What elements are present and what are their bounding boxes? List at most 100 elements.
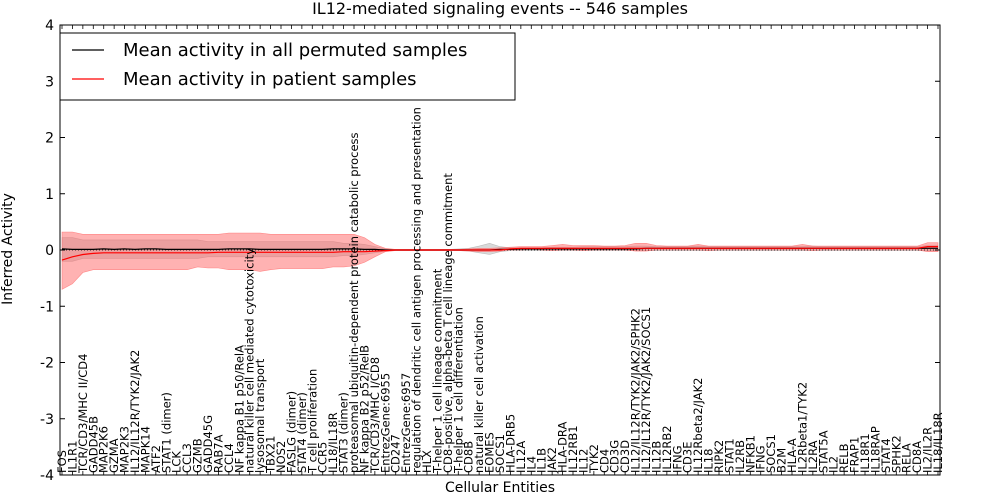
x-tick-label: FOS	[55, 450, 69, 473]
x-tick-label: HLX	[420, 450, 434, 473]
series-layer	[61, 246, 938, 261]
x-tick-label: CD8-positive, alpha-beta T cell lineage …	[441, 173, 455, 473]
x-tick-label: GADD45B	[86, 416, 100, 473]
x-tick-label: GADD45G	[201, 415, 215, 473]
x-tick-label: IL2RA	[806, 440, 820, 473]
x-tick-label: IL1B	[535, 448, 549, 473]
x-tick-label: CD8B	[462, 441, 476, 473]
x-tick-label: STAT1	[722, 438, 736, 473]
x-tick-label: JAK2	[545, 447, 559, 474]
x-tick-label: IL1R1	[65, 441, 79, 473]
x-tick-label: RELA	[900, 443, 914, 473]
x-tick-label: FASLG (dimer)	[284, 391, 298, 473]
x-tick-label: RELB	[837, 443, 851, 473]
x-tick-label: EntrezGene:6955	[378, 373, 392, 473]
x-tick-label: MAP2K6	[97, 426, 111, 473]
x-tick-label: IL2RB	[733, 440, 747, 473]
x-tick-label: RIPK2	[712, 440, 726, 473]
y-tick-label: -4	[40, 468, 54, 484]
x-tick-label: TCR/CD3/MHC II/CD4	[76, 354, 90, 474]
spread-band-1	[61, 231, 939, 290]
x-tick-label: IL18/IL18R	[931, 412, 945, 473]
x-tick-label: HLA-A	[785, 438, 799, 473]
x-tick-label: regulation of dendritic cell antigen pro…	[410, 107, 424, 473]
x-tick-label: STAT1 (dimer)	[159, 392, 173, 473]
y-tick-label: 4	[45, 18, 54, 34]
x-tick-label: GZMA	[107, 438, 121, 473]
x-tick-label: IL18/IL18R	[326, 412, 340, 473]
x-tick-label: T-helper 1 cell lineage commitment	[430, 268, 444, 474]
x-tick-label: TBX21	[264, 436, 278, 474]
x-tick-label: CD3E	[681, 442, 695, 473]
x-tick-label: IL18RAP	[868, 426, 882, 473]
legend-label-patient: Mean activity in patient samples	[123, 69, 417, 90]
x-tick-label: IL12/IL12R/TYK2/JAK2	[128, 350, 142, 473]
x-tick-label: GZMB	[191, 438, 205, 473]
x-tick-label: IL12RB1	[566, 425, 580, 473]
x-tick-label: EOMES	[483, 432, 497, 473]
x-tick-label: STAT4	[879, 438, 893, 473]
x-tick-label: natural killer cell mediated cytotoxicit…	[243, 248, 257, 473]
x-tick-label: TCR/CD3/MHC I/CD8	[368, 357, 382, 474]
x-tick-label: IL12	[576, 449, 590, 473]
x-tick-label: IFNG	[670, 445, 684, 473]
x-tick-label: B2M	[775, 448, 789, 473]
x-tick-label: EntrezGene:6957	[399, 373, 413, 473]
x-tick-label: IL2Rbeta1/TYK2	[795, 382, 809, 473]
x-tick-label: proteasomal ubiquitin-dependent protein …	[347, 132, 361, 473]
x-tick-label: SOCS1	[764, 434, 778, 473]
x-tick-label: IL2	[827, 456, 841, 473]
legend: Mean activity in all permuted samples Me…	[59, 32, 516, 101]
x-tick-label: CD8A	[910, 441, 924, 473]
x-tick-label: MAPK14	[138, 426, 152, 473]
x-tick-label: STAT5A	[816, 430, 830, 473]
x-tick-label: CCL3	[180, 443, 194, 473]
x-tick-label: NF kappa B1 p50/RelA	[232, 345, 246, 473]
x-tick-label: RAB7A	[211, 434, 225, 473]
bands-layer	[61, 231, 939, 290]
x-tick-label: IL18R1	[858, 433, 872, 473]
legend-label-permuted: Mean activity in all permuted samples	[123, 40, 467, 61]
y-tick-label: -3	[40, 412, 54, 428]
x-tick-label: HLA-DRB5	[503, 414, 517, 473]
x-tick-label: TYK2	[587, 444, 601, 474]
x-tick-label: NFKB1	[743, 435, 757, 473]
chart-title: IL12-mediated signaling events -- 546 sa…	[312, 0, 688, 18]
x-tick-label: natural killer cell activation	[472, 316, 486, 473]
y-tick-label: 1	[45, 187, 54, 203]
x-tick-label: lysosomal transport	[253, 358, 267, 473]
x-tick-label: IL12/IL12R/TYK2/JAK2/SPHK2	[629, 308, 643, 473]
x-tick-label: CD247	[389, 434, 403, 473]
y-tick-layer: -4 -3 -2 -1 0 1 2 3 4	[40, 18, 940, 484]
x-tick-label: T cell proliferation	[305, 369, 319, 474]
x-tick-label: CD4	[597, 449, 611, 473]
series-line-1	[61, 246, 938, 261]
y-tick-label: -2	[40, 356, 54, 372]
x-tick-label: T-helper 1 cell differentiation	[451, 307, 465, 474]
x-tick-label: IL12A	[514, 441, 528, 473]
y-axis-label: Inferred Activity	[0, 193, 16, 305]
x-tick-label: NF kappa B2 p52/RelB	[357, 345, 371, 473]
x-tick-label: FRAP1	[848, 437, 862, 473]
x-tick-label: ATF2	[149, 445, 163, 473]
y-tick-label: 2	[45, 131, 54, 147]
x-axis-label: Cellular Entities	[445, 480, 555, 496]
x-tick-label: IFNG	[754, 445, 768, 473]
x-tick-label: SPHK2	[889, 435, 903, 473]
x-tick-label: IL18	[702, 449, 716, 473]
x-tick-label: MAP2K3	[118, 426, 132, 473]
x-tick-label: HLA-DRA	[556, 422, 570, 473]
x-tick-label: NOS2	[274, 441, 288, 473]
legend-box	[59, 32, 516, 101]
x-tick-label: STAT3 (dimer)	[337, 392, 351, 473]
x-tick-label: IL12Rbeta2/JAK2	[691, 378, 705, 473]
x-tick-label: SOCS1	[493, 434, 507, 473]
x-tick-label: LCK	[170, 451, 184, 473]
x-tick-label: IL2/IL2R	[921, 427, 935, 473]
y-tick-label: 3	[45, 74, 54, 90]
x-tick-label: CCL4	[222, 443, 236, 473]
y-tick-label: -1	[40, 299, 54, 315]
x-tick-label: STAT4 (dimer)	[295, 392, 309, 473]
